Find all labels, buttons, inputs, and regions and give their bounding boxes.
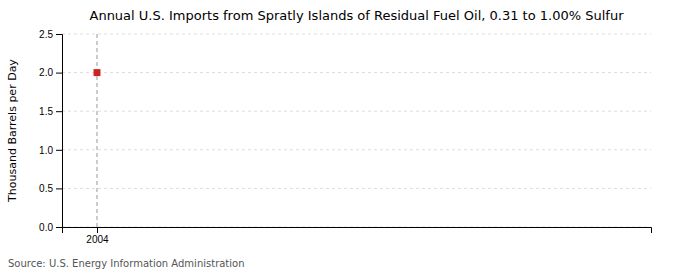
- x-axis: 2004: [63, 227, 652, 245]
- x-tick-label: 2004: [86, 234, 109, 245]
- y-tick: 1.5: [39, 106, 62, 117]
- grid-line: [62, 149, 651, 150]
- x-axis-line: [63, 228, 652, 234]
- y-tick-label: 0.5: [39, 183, 53, 194]
- grid-line: [62, 34, 651, 35]
- y-tick: 2.0: [39, 67, 62, 78]
- plot-area: 0.0 0.5 1.0 1.5 2.0 2.5 2004: [39, 29, 651, 245]
- title: Annual U.S. Imports from Spratly Islands…: [90, 8, 625, 23]
- y-tick-label: 2.5: [39, 29, 53, 40]
- grid-line: [62, 72, 651, 73]
- grid: [62, 34, 651, 227]
- y-axis: 0.0 0.5 1.0 1.5 2.0 2.5: [39, 29, 62, 233]
- y-tick-label: 0.0: [39, 222, 53, 233]
- y-tick: 0.0: [39, 222, 62, 233]
- y-tick-mark: [56, 227, 62, 228]
- y-tick: 1.0: [39, 145, 62, 156]
- y-tick-mark: [56, 188, 62, 189]
- y-tick-mark: [56, 150, 62, 151]
- data-layer: [94, 34, 101, 227]
- y-tick: 0.5: [39, 183, 62, 194]
- y-axis-line: [56, 35, 63, 228]
- source-note: Source: U.S. Energy Information Administ…: [8, 258, 245, 269]
- y-tick-mark: [56, 111, 62, 112]
- chart: 0.0 0.5 1.0 1.5 2.0 2.5 2004 Annual U.S. Import…: [0, 0, 675, 275]
- y-tick-label: 2.0: [39, 67, 53, 78]
- y-tick-mark: [56, 73, 62, 74]
- y-tick-label: 1.5: [39, 106, 53, 117]
- y-tick-label: 1.0: [39, 145, 53, 156]
- reference-line: [96, 34, 97, 227]
- point: [94, 69, 101, 76]
- grid-line: [62, 188, 651, 189]
- y-tick: 2.5: [39, 29, 62, 40]
- x-tick: 2004: [86, 227, 109, 245]
- y-tick-mark: [56, 34, 62, 35]
- grid-line: [62, 111, 651, 112]
- x-tick-mark: [97, 227, 98, 233]
- y-axis-title: Thousand Barrels per Day: [6, 59, 19, 203]
